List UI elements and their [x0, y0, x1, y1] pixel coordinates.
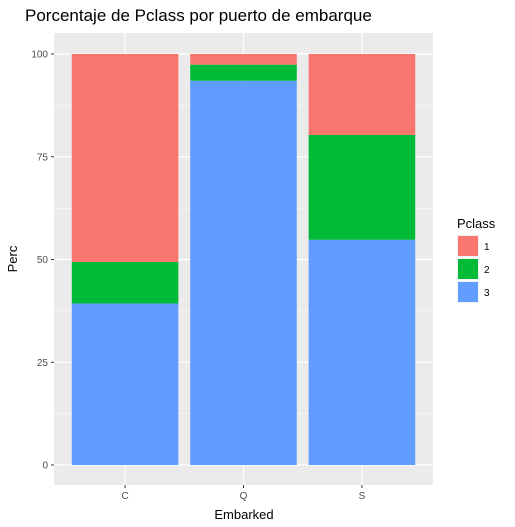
- legend-label-1: 1: [484, 242, 490, 253]
- y-tick-label: 25: [37, 358, 49, 369]
- bar-segment-S-pclass-3: [308, 239, 416, 465]
- x-tick-label: Q: [240, 491, 248, 502]
- y-tick-label: 50: [37, 255, 49, 266]
- x-tick-label: S: [359, 491, 366, 502]
- x-axis-title: Embarked: [214, 507, 273, 522]
- legend-label-2: 2: [484, 265, 490, 276]
- legend-swatch-2: [458, 259, 478, 279]
- bar-segment-Q-pclass-2: [190, 64, 297, 81]
- x-tick-label: C: [121, 491, 128, 502]
- legend-title: Pclass: [457, 216, 496, 231]
- bar-segment-S-pclass-1: [308, 54, 416, 135]
- y-tick-label: 100: [31, 50, 48, 61]
- bar-segment-C-pclass-2: [71, 261, 179, 304]
- legend: Pclass 1 2 3: [457, 216, 496, 303]
- legend-swatch-3: [458, 282, 478, 302]
- bars: [71, 54, 416, 465]
- chart-title: Porcentaje de Pclass por puerto de embar…: [25, 6, 372, 25]
- y-axis-title: Perc: [5, 245, 20, 272]
- y-tick-label: 0: [42, 461, 48, 472]
- bar-segment-C-pclass-1: [71, 54, 179, 262]
- bar-segment-C-pclass-3: [71, 303, 179, 465]
- bar-segment-Q-pclass-1: [190, 54, 297, 65]
- legend-label-3: 3: [484, 288, 490, 299]
- y-tick-label: 75: [37, 152, 49, 163]
- bar-segment-S-pclass-2: [308, 134, 416, 240]
- legend-swatch-1: [458, 236, 478, 256]
- y-axis: 0 25 50 75 100: [31, 50, 54, 472]
- bar-segment-Q-pclass-3: [190, 80, 297, 465]
